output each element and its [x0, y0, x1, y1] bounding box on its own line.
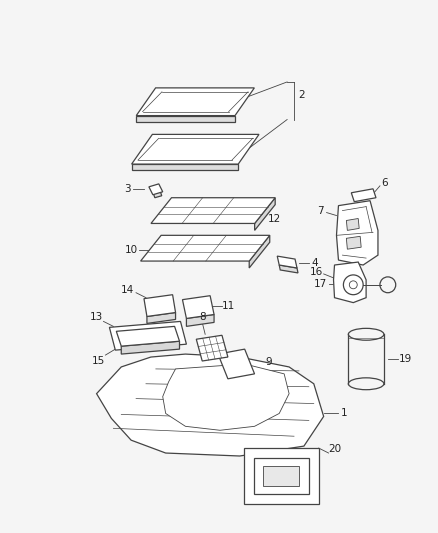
Text: 16: 16 [310, 267, 323, 277]
Polygon shape [147, 312, 176, 324]
Polygon shape [263, 466, 299, 486]
Polygon shape [351, 189, 376, 201]
Polygon shape [136, 88, 254, 116]
Polygon shape [254, 458, 309, 494]
Polygon shape [346, 219, 359, 230]
Polygon shape [333, 262, 366, 303]
Text: 4: 4 [311, 258, 318, 268]
Text: 11: 11 [222, 301, 236, 311]
Polygon shape [277, 256, 297, 268]
Polygon shape [244, 448, 319, 504]
Text: 8: 8 [199, 312, 205, 322]
Text: 7: 7 [318, 206, 324, 215]
Polygon shape [110, 321, 187, 350]
Polygon shape [249, 236, 270, 268]
Text: 1: 1 [341, 408, 348, 418]
Text: 15: 15 [92, 356, 105, 366]
Text: 3: 3 [124, 184, 131, 194]
Text: 17: 17 [314, 279, 327, 289]
Text: 19: 19 [399, 354, 412, 364]
Polygon shape [346, 236, 361, 249]
Polygon shape [149, 184, 163, 195]
Polygon shape [141, 236, 270, 261]
Polygon shape [96, 354, 324, 456]
Polygon shape [196, 335, 228, 361]
Polygon shape [279, 265, 298, 273]
Polygon shape [151, 198, 275, 223]
Polygon shape [254, 198, 275, 230]
Text: 12: 12 [268, 214, 281, 223]
Polygon shape [117, 326, 180, 346]
Polygon shape [132, 164, 238, 170]
Polygon shape [121, 341, 180, 354]
Text: 9: 9 [265, 357, 272, 367]
Text: 13: 13 [90, 312, 103, 322]
Polygon shape [153, 190, 162, 198]
Text: 6: 6 [381, 178, 388, 188]
Polygon shape [336, 201, 378, 265]
Text: 14: 14 [120, 285, 134, 295]
Polygon shape [163, 364, 289, 430]
Polygon shape [187, 314, 214, 326]
Polygon shape [144, 295, 176, 317]
Polygon shape [136, 116, 235, 122]
Polygon shape [183, 296, 214, 318]
Text: 10: 10 [124, 245, 138, 255]
Polygon shape [218, 349, 254, 379]
Text: 2: 2 [299, 90, 305, 100]
Text: 20: 20 [328, 444, 341, 454]
Polygon shape [132, 134, 259, 164]
